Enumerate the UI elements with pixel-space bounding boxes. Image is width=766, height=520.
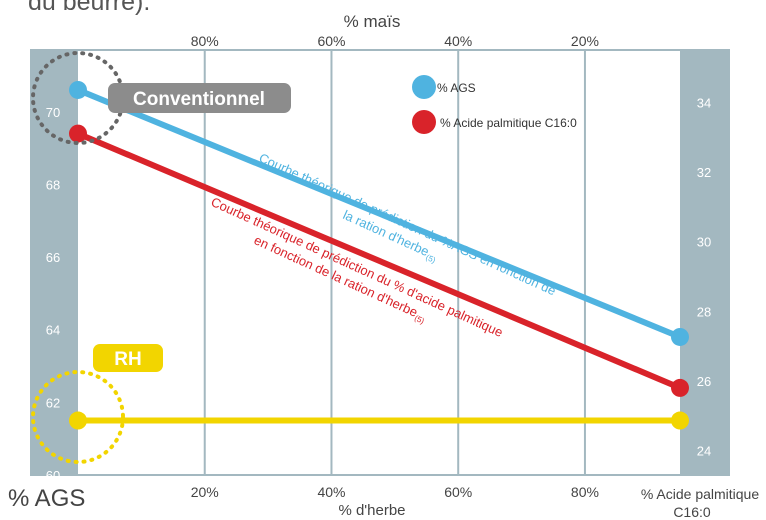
left-tick-label: 60 [46, 468, 60, 483]
legend-label-ags: % AGS [437, 81, 476, 95]
right-tick-label: 24 [697, 444, 711, 459]
top-tick-label: 40% [444, 33, 472, 49]
left-tick-label: 66 [46, 250, 60, 265]
right-tick-label: 30 [697, 235, 711, 250]
bottom-axis-label: % d'herbe [338, 502, 405, 519]
rh-badge-label: RH [114, 349, 141, 370]
right-axis-label-line1: % Acide palmitique [641, 486, 760, 502]
right-axis-panel [680, 50, 730, 475]
bottom-tick-label: 20% [191, 484, 219, 500]
tick-labels: 20% 80% 40% 60% 60% 40% 80% 20% 60 62 64 66 68 70 24 26… [46, 33, 711, 500]
series-line--ags [75, 86, 683, 340]
right-tick-label: 32 [697, 165, 711, 180]
conventionnel-badge-label: Conventionnel [133, 89, 265, 110]
left-tick-label: 62 [46, 395, 60, 410]
series-group [69, 80, 689, 430]
acid-annotation-superscript: (5) [413, 313, 426, 325]
left-tick-label: 70 [46, 105, 60, 120]
data-point--ags-0 [69, 80, 87, 99]
top-tick-label: 20% [571, 33, 599, 49]
data-point--acide-palmitique-c16-0-1 [671, 378, 689, 397]
legend-marker-ags [412, 75, 436, 99]
bottom-tick-label: 80% [571, 484, 599, 500]
right-axis-label-line2: C16:0 [673, 504, 711, 520]
rh-badge [93, 344, 163, 372]
right-tick-label: 34 [697, 95, 711, 110]
top-tick-label: 80% [191, 33, 219, 49]
data-point--acide-palmitique-c16-0-0 [69, 124, 87, 143]
series-line--acide-palmitique-c16-0 [75, 130, 683, 391]
rh-dotted-circle [31, 370, 125, 464]
conventionnel-badge [108, 83, 291, 113]
legend: % AGS % Acide palmitique C16:0 [412, 75, 577, 134]
gridlines [203, 50, 586, 475]
data-point-rh-0 [69, 411, 87, 430]
top-tick-label: 60% [317, 33, 345, 49]
bottom-tick-label: 40% [317, 484, 345, 500]
legend-label-acid: % Acide palmitique C16:0 [440, 116, 577, 130]
left-axis-panel [30, 50, 78, 475]
ags-annotation-superscript: (5) [424, 253, 437, 265]
left-tick-label: 68 [46, 177, 60, 192]
intro-text: du beurre). [28, 0, 150, 16]
top-axis-label: % maïs [344, 12, 401, 31]
data-point-rh-1 [671, 411, 689, 430]
right-tick-label: 28 [697, 304, 711, 319]
data-point--ags-1 [671, 327, 689, 346]
legend-marker-acid [412, 110, 436, 134]
left-tick-label: 64 [46, 323, 60, 338]
bottom-tick-label: 60% [444, 484, 472, 500]
right-tick-label: 26 [697, 374, 711, 389]
left-axis-label: % AGS [8, 485, 85, 512]
